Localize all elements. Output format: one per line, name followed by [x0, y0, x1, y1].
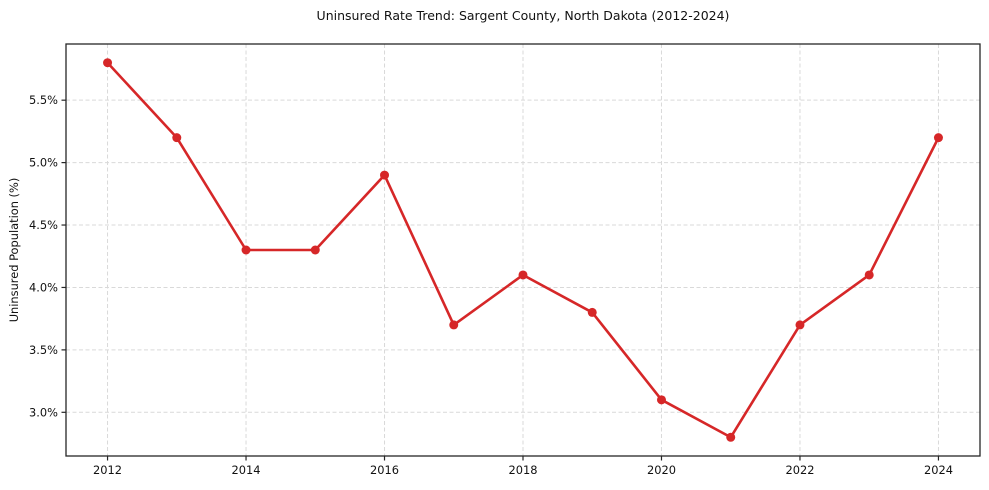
y-tick-label: 3.5%	[29, 343, 58, 357]
x-tick-label: 2018	[509, 463, 538, 477]
data-point-2021	[726, 432, 736, 442]
x-tick-label: 2022	[785, 463, 814, 477]
y-tick-label: 5.5%	[29, 93, 58, 107]
data-point-2017	[449, 320, 459, 330]
y-tick-label: 5.0%	[29, 156, 58, 170]
data-point-2024	[933, 133, 943, 143]
data-point-2014	[241, 245, 251, 255]
data-point-2015	[310, 245, 320, 255]
y-tick-label: 4.5%	[29, 218, 58, 232]
data-point-2018	[518, 270, 528, 280]
data-point-2013	[172, 133, 182, 143]
chart-title: Uninsured Rate Trend: Sargent County, No…	[316, 8, 730, 23]
x-tick-label: 2014	[232, 463, 261, 477]
y-tick-label: 4.0%	[29, 280, 58, 294]
data-point-2019	[587, 307, 597, 317]
x-tick-label: 2024	[924, 463, 953, 477]
data-point-2023	[864, 270, 874, 280]
data-point-2022	[795, 320, 805, 330]
x-tick-label: 2012	[93, 463, 122, 477]
x-tick-label: 2016	[370, 463, 399, 477]
y-tick-label: 3.0%	[29, 405, 58, 419]
data-point-2016	[380, 170, 390, 180]
x-tick-label: 2020	[647, 463, 676, 477]
data-point-2012	[103, 58, 113, 68]
data-point-2020	[656, 395, 666, 405]
